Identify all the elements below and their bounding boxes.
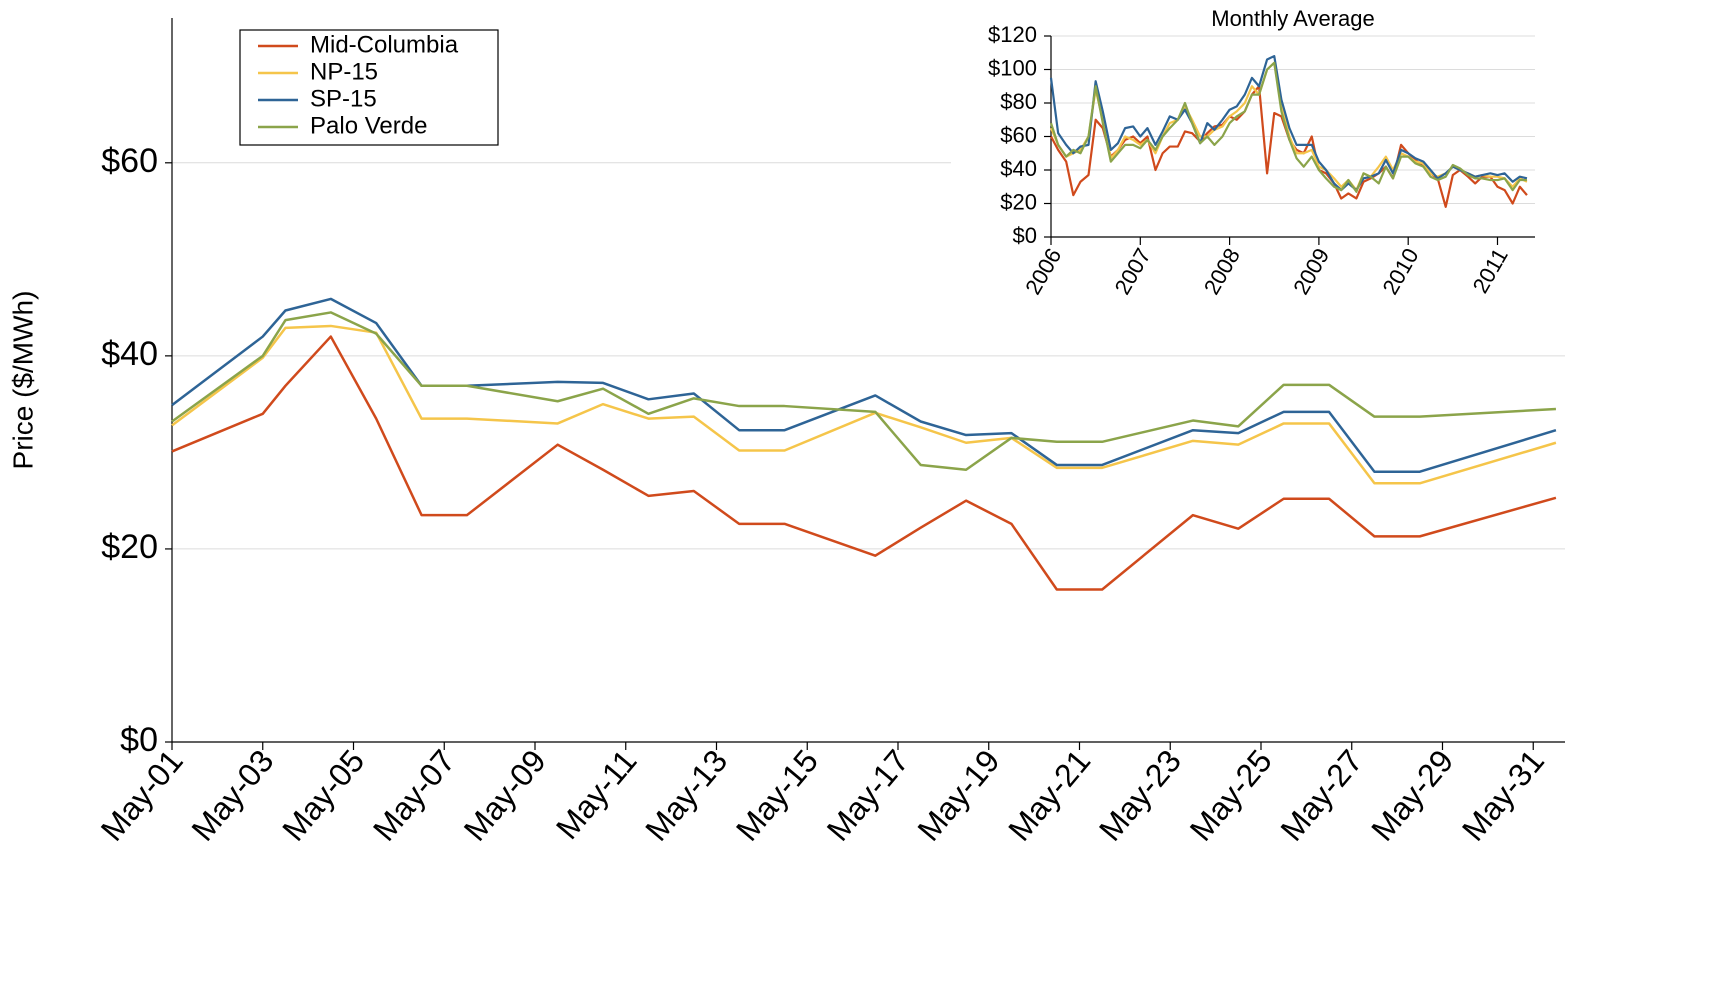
inset-background [951, 0, 1570, 317]
y-tick-label: $60 [1000, 122, 1037, 147]
x-tick-label: May-09 [457, 743, 553, 848]
x-tick-label: May-13 [638, 743, 734, 848]
x-tick-label: May-11 [549, 743, 644, 846]
y-tick-label: $20 [101, 528, 158, 566]
x-tick-label: May-19 [910, 743, 1006, 848]
x-tick-label: May-29 [1364, 743, 1460, 848]
x-tick-label: May-05 [275, 743, 371, 848]
x-tick-label: May-27 [1273, 743, 1369, 848]
legend-label: Palo Verde [310, 112, 427, 139]
legend-label: Mid-Columbia [310, 31, 459, 58]
x-tick-label: May-23 [1092, 743, 1188, 848]
x-tick-label: May-25 [1183, 743, 1279, 848]
x-tick-label: May-21 [1001, 743, 1097, 848]
y-tick-label: $0 [120, 721, 158, 759]
x-tick-label: May-15 [729, 743, 825, 848]
y-axis-label: Price ($/MWh) [7, 291, 38, 470]
x-tick-label: May-17 [820, 743, 916, 848]
series-line [171, 335, 1557, 591]
series-line [171, 297, 1557, 473]
x-tick-label: May-07 [366, 743, 462, 848]
y-tick-label: $40 [101, 335, 158, 373]
y-tick-label: $0 [1013, 223, 1037, 248]
legend-label: SP-15 [310, 85, 377, 112]
series-line [171, 311, 1557, 472]
series-line [1049, 61, 1527, 193]
y-tick-label: $60 [101, 142, 158, 180]
chart-title: Monthly Average [1211, 6, 1374, 31]
y-tick-label: $120 [988, 22, 1037, 47]
legend-label: NP-15 [310, 58, 378, 85]
y-tick-label: $40 [1000, 156, 1037, 181]
y-tick-label: $80 [1000, 89, 1037, 114]
x-tick-label: May-31 [1455, 743, 1551, 848]
y-tick-label: $20 [1000, 189, 1037, 214]
x-tick-label: May-03 [184, 743, 280, 848]
y-tick-label: $100 [988, 55, 1037, 80]
series-line [171, 324, 1557, 485]
